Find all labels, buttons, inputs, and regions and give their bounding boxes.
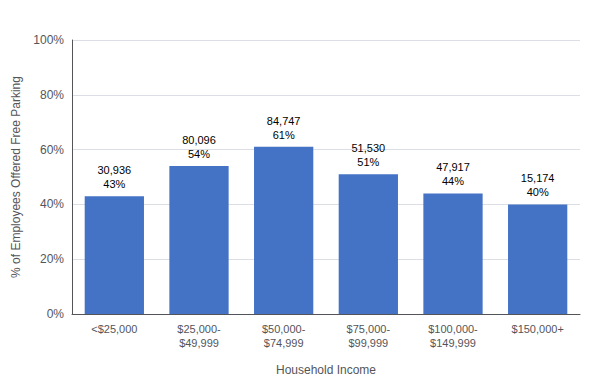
svg-text:Household Income: Household Income <box>276 363 376 377</box>
svg-text:54%: 54% <box>188 148 210 160</box>
svg-text:61%: 61% <box>273 129 295 141</box>
svg-text:40%: 40% <box>40 197 64 211</box>
svg-text:$75,000-: $75,000- <box>347 323 391 335</box>
svg-text:44%: 44% <box>442 175 464 187</box>
svg-text:100%: 100% <box>33 33 64 47</box>
svg-text:$150,000+: $150,000+ <box>512 323 564 335</box>
svg-text:80%: 80% <box>40 88 64 102</box>
svg-text:51%: 51% <box>357 156 379 168</box>
svg-text:0%: 0% <box>47 307 65 321</box>
svg-text:<$25,000: <$25,000 <box>91 323 137 335</box>
svg-text:30,936: 30,936 <box>98 164 132 176</box>
svg-text:$25,000-: $25,000- <box>177 323 221 335</box>
svg-text:$74,999: $74,999 <box>264 337 304 349</box>
svg-text:% of Employees Offered Free Pa: % of Employees Offered Free Parking <box>9 76 23 278</box>
svg-text:20%: 20% <box>40 252 64 266</box>
svg-text:47,917: 47,917 <box>436 161 470 173</box>
svg-text:$149,999: $149,999 <box>430 337 476 349</box>
svg-text:40%: 40% <box>527 186 549 198</box>
svg-text:84,747: 84,747 <box>267 115 301 127</box>
svg-text:15,174: 15,174 <box>521 172 555 184</box>
svg-text:$100,000-: $100,000- <box>428 323 478 335</box>
svg-text:$50,000-: $50,000- <box>262 323 306 335</box>
svg-text:60%: 60% <box>40 143 64 157</box>
svg-text:43%: 43% <box>103 178 125 190</box>
svg-text:$99,999: $99,999 <box>348 337 388 349</box>
svg-text:$49,999: $49,999 <box>179 337 219 349</box>
svg-text:80,096: 80,096 <box>182 134 216 146</box>
svg-text:51,530: 51,530 <box>352 142 386 154</box>
